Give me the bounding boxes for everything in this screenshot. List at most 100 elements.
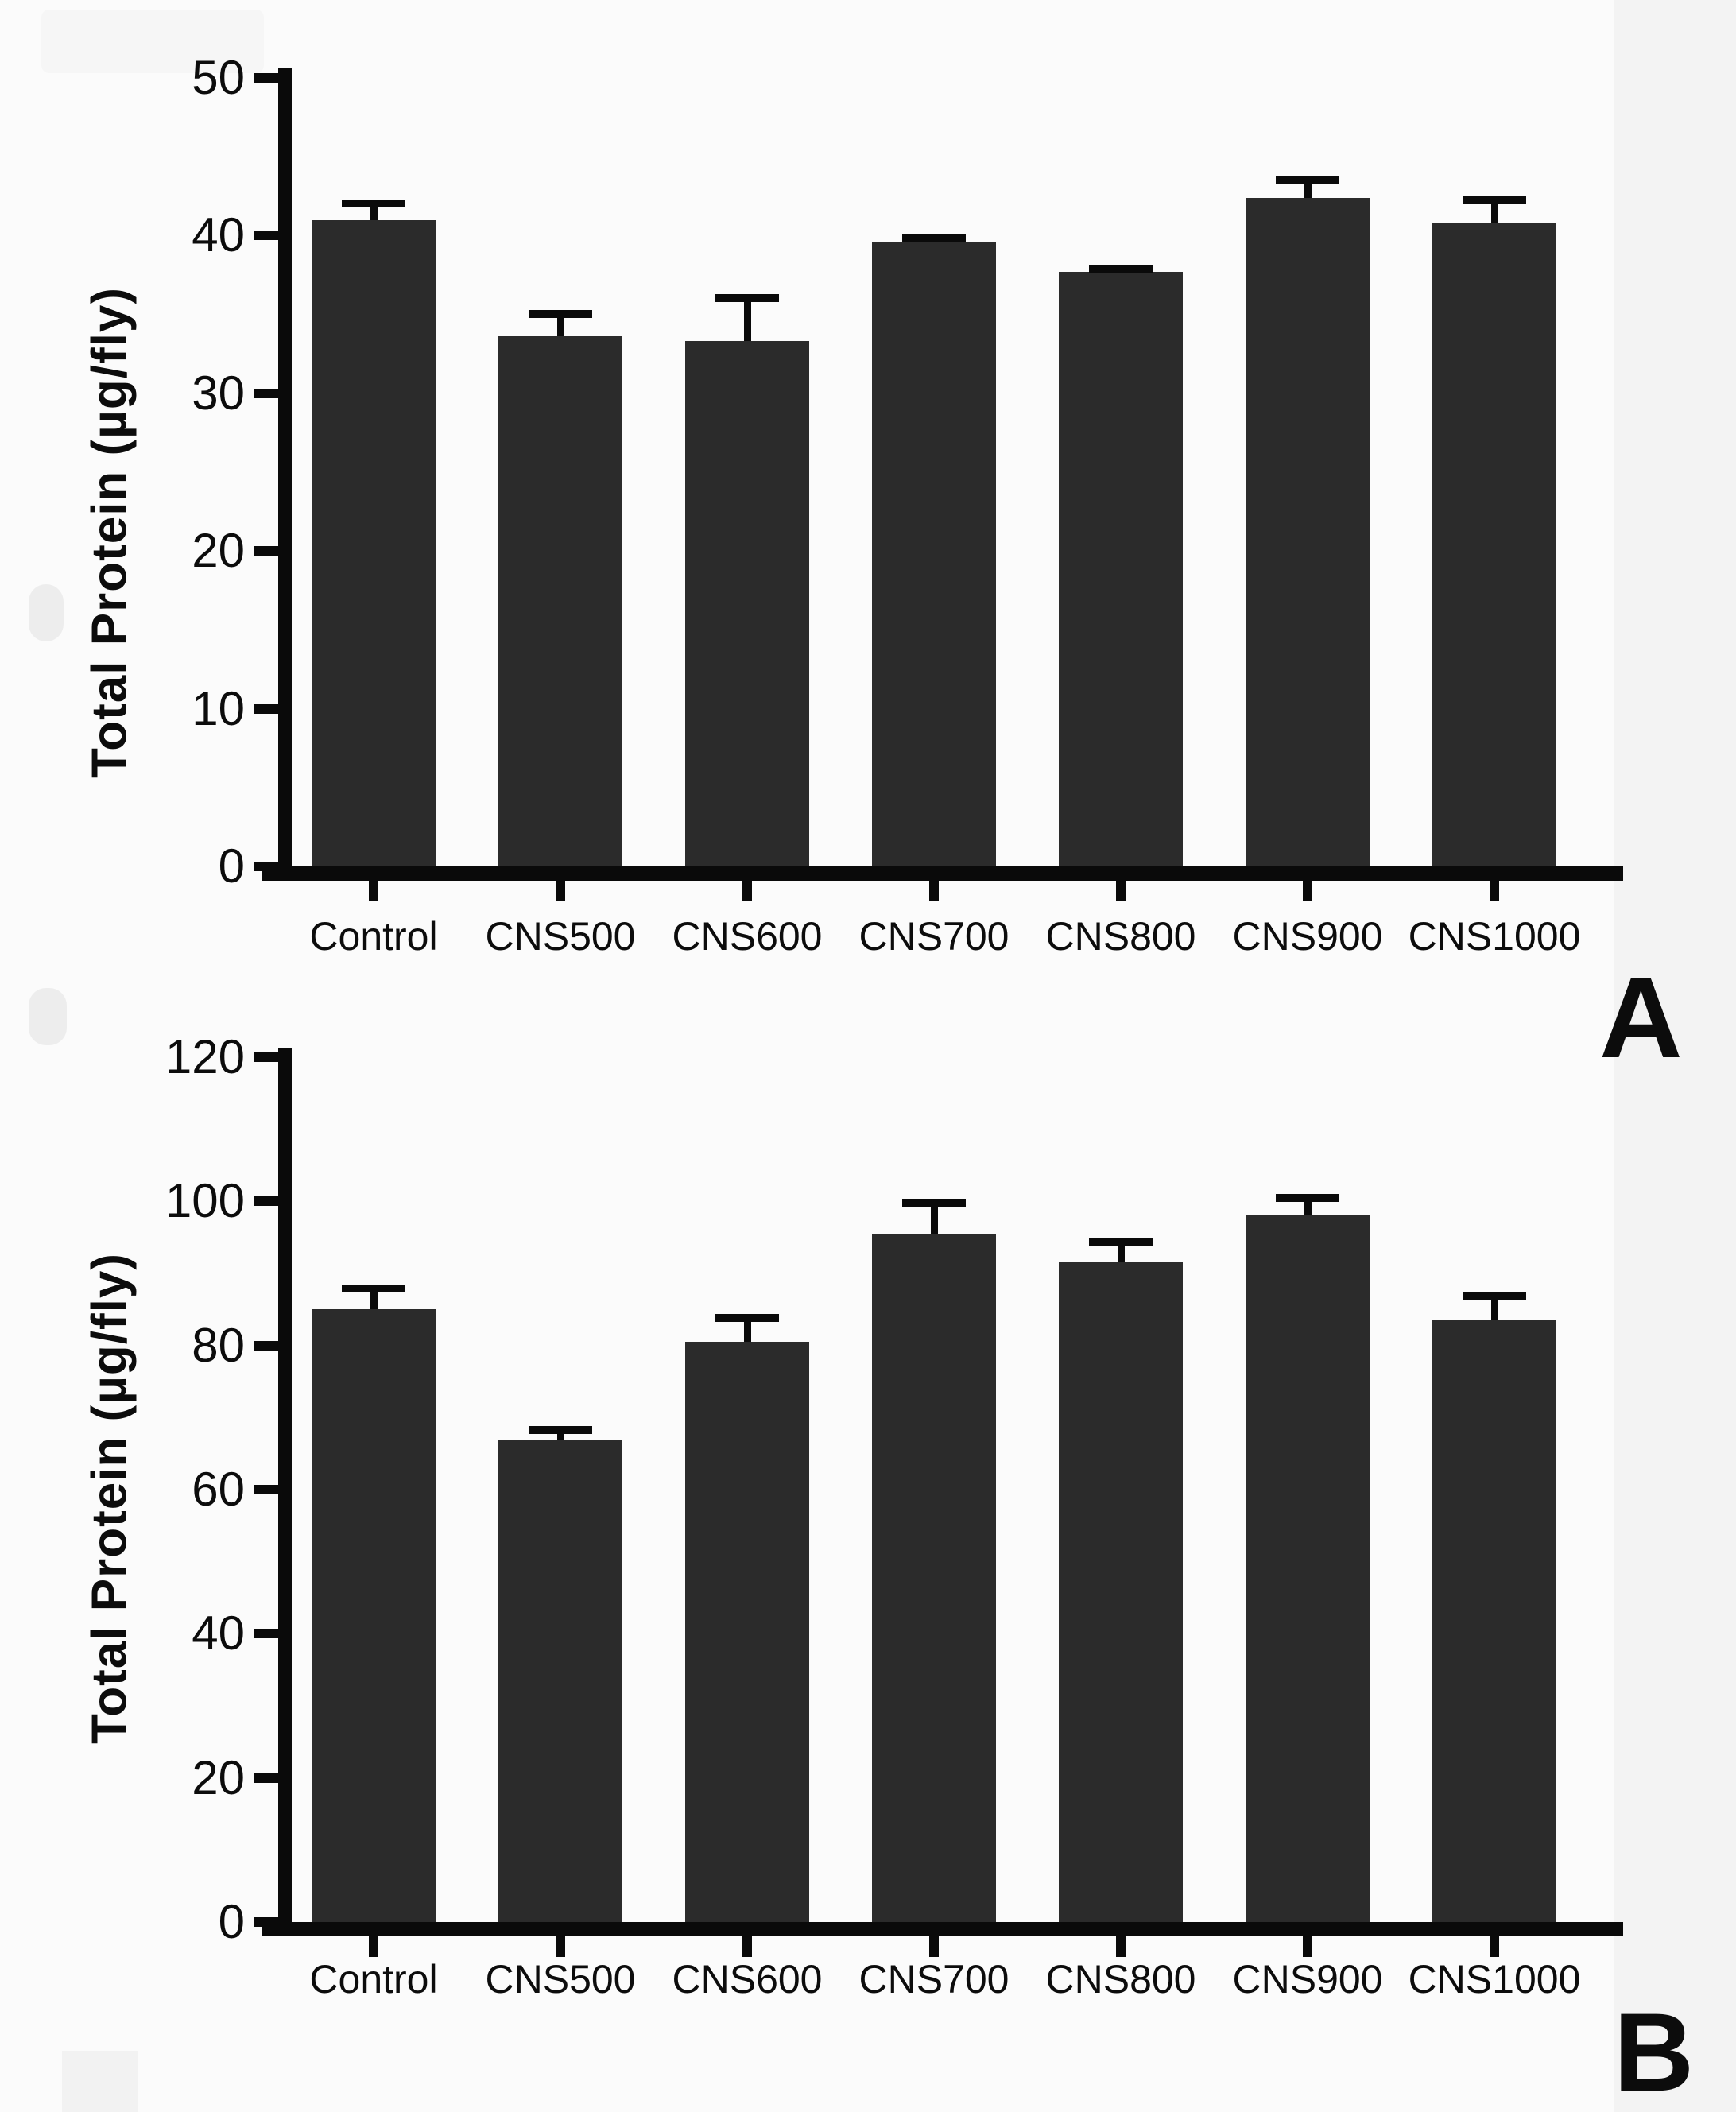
scan-blob-left-1 [29,584,64,641]
x-category-label: CNS800 [1045,1957,1196,2002]
x-tick [929,881,939,901]
y-tick [254,1340,283,1351]
error-bar-cap [1089,1238,1153,1247]
error-bar-cap [1463,1292,1526,1300]
bar-control [312,219,436,866]
plot-area-a: 0 10 20 30 40 50 Control CNS500 CNS600 CNS700 CNS8… [192,51,1623,959]
x-tick [742,1936,752,1957]
y-tick-label: 40 [192,1606,245,1661]
y-tick-label: 100 [165,1174,245,1228]
y-tick-label: 30 [192,366,245,420]
scan-blob-left-2 [29,988,67,1045]
x-category-label: Control [309,914,438,959]
y-tick-label: 0 [218,1895,245,1948]
error-bar-cap [529,1426,592,1435]
y-tick-label: 80 [192,1318,245,1372]
y-tick [254,1485,283,1494]
error-bar-whisker [556,312,564,353]
panel-label-b: B [1614,1990,1695,2112]
y-tick [254,1196,283,1207]
x-category-label: CNS500 [485,1957,636,2002]
bar-cns500 [498,336,622,866]
error-bar-cap [342,199,405,207]
y-tick-label: 120 [165,1030,245,1083]
error-bar-whisker [370,1287,378,1326]
error-bar-whisker [930,1202,938,1250]
x-category-label: CNS600 [672,1957,823,2002]
error-bar-cap [529,309,592,318]
error-bar-cap [715,293,779,302]
bar-cns900 [1246,1215,1370,1922]
bar-control [312,1309,436,1922]
x-tick [1490,1936,1499,1957]
x-tick [369,881,378,901]
scan-right-strip [1614,0,1736,2112]
y-tick [254,862,283,871]
y-axis-line [278,68,292,881]
x-tick [742,881,752,901]
x-tick [1116,881,1126,901]
y-tick-label: 10 [192,681,245,735]
x-category-label: CNS1000 [1408,914,1581,959]
bar-cns1000 [1432,1320,1556,1922]
x-tick [929,1936,939,1957]
error-bar-whisker [1490,199,1498,239]
error-bar-cap [1276,176,1339,184]
error-bar-whisker [1490,1295,1498,1336]
y-axis-line [278,1048,292,1936]
error-bar-whisker [743,1316,751,1358]
x-category-label: CNS900 [1232,914,1383,959]
bar-cns700 [872,1234,996,1922]
y-tick-label: 40 [192,208,245,262]
x-tick [1303,1936,1312,1957]
error-bar-cap [1089,265,1153,274]
x-axis-line [262,1922,1623,1936]
x-tick [556,1936,565,1957]
error-bar-whisker [743,296,751,358]
bar-cns800 [1059,1262,1183,1922]
bar-cns800 [1059,272,1183,866]
y-tick-label: 0 [218,839,245,893]
y-tick [254,1773,283,1783]
x-tick [1116,1936,1126,1957]
error-bar-cap [902,1199,966,1207]
error-bar-cap [342,1284,405,1292]
x-tick [1490,881,1499,901]
y-tick [254,231,283,241]
error-bar-whisker [1304,1197,1312,1232]
x-category-label: CNS700 [858,1957,1009,2002]
y-tick [254,1052,283,1062]
y-tick-label: 50 [192,51,245,104]
x-category-label: CNS1000 [1408,1957,1581,2002]
error-bar-cap [715,1313,779,1322]
error-bar-whisker [1304,179,1312,214]
bar-cns500 [498,1439,622,1922]
x-axis-line [262,866,1623,881]
y-tick [254,703,283,714]
x-category-label: CNS800 [1045,914,1196,959]
y-tick [254,1629,283,1639]
bar-cns700 [872,242,996,866]
error-bar-whisker [1117,1242,1125,1279]
scan-patch-bottom-left [62,2051,138,2112]
x-category-label: CNS600 [672,914,823,959]
y-tick-label: 20 [192,1750,245,1804]
x-tick [369,1936,378,1957]
bar-cns900 [1246,197,1370,866]
y-tick [254,73,283,83]
y-tick [254,546,283,556]
x-category-label: CNS500 [485,914,636,959]
x-category-label: Control [309,1957,438,2002]
y-tick [254,388,283,398]
x-category-label: CNS700 [858,914,1009,959]
x-tick [556,881,565,901]
bar-cns600 [685,341,809,866]
y-tick-label: 60 [192,1463,245,1516]
error-bar-cap [902,234,966,242]
x-category-label: CNS900 [1232,1957,1383,2002]
error-bar-cap [1463,196,1526,204]
panel-b: Total Protein (µg/fly) 0 20 40 60 80 100 120 Co… [0,1030,1736,2112]
x-tick [1303,881,1312,901]
